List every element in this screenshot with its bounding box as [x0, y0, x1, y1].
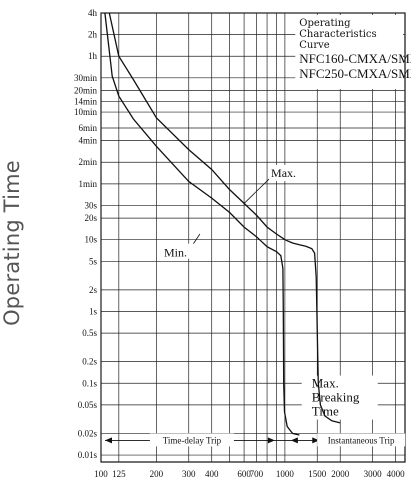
legend-line: Characteristics: [299, 29, 376, 40]
y-tick-label: 10s: [84, 235, 97, 245]
min-curve: [105, 13, 300, 435]
x-tick-label: 3000: [364, 469, 383, 479]
x-tick-label: 400: [205, 469, 219, 479]
y-tick-label: 5s: [89, 256, 98, 266]
y-tick-label: 2min: [78, 157, 97, 167]
x-tick-label: 1000: [276, 469, 295, 479]
y-tick-label: 0.02s: [78, 428, 98, 438]
y-tick-label: 2s: [89, 285, 98, 295]
y-tick-label: 1s: [89, 306, 98, 316]
y-tick-label: 0.2s: [82, 357, 97, 367]
legend-line: NFC160-CMXA/SMXA: [299, 51, 411, 66]
y-tick-label: 0.01s: [78, 450, 98, 460]
instantaneous-trip-label: Instantaneous Trip: [328, 435, 395, 445]
breaking-time-label: Max.: [312, 376, 339, 391]
max-label: Max.: [271, 166, 296, 180]
time-delay-trip-label: Time-delay Trip: [163, 435, 222, 445]
y-tick-label: 4min: [78, 136, 97, 146]
x-tick-label: 200: [150, 469, 164, 479]
y-tick-label: 1min: [78, 179, 97, 189]
legend-line: Operating: [299, 18, 351, 29]
y-tick-label: 0.05s: [78, 400, 98, 410]
y-tick-label: 0.5s: [82, 328, 97, 338]
x-tick-label: 100: [94, 469, 108, 479]
zone-arrowhead: [268, 437, 275, 443]
x-tick-label: 300: [182, 469, 196, 479]
y-tick-label: 10min: [74, 107, 98, 117]
x-tick-label: 125: [112, 469, 126, 479]
y-tick-label: 30s: [84, 200, 97, 210]
x-tick-label: 700: [250, 469, 264, 479]
zone-arrowhead: [291, 437, 298, 443]
y-tick-label: 4h: [88, 8, 98, 18]
y-tick-label: 0.1s: [82, 378, 97, 388]
zone-arrowhead: [105, 437, 112, 443]
y-tick-label: 20s: [84, 213, 97, 223]
legend-line: Curve: [299, 40, 330, 51]
y-tick-label: 30min: [74, 73, 98, 83]
y-tick-label: 2h: [88, 30, 98, 40]
x-tick-label: 2000: [331, 469, 350, 479]
x-tick-label: 1500: [308, 469, 327, 479]
y-tick-label: 20min: [74, 85, 98, 95]
y-tick-label: 14min: [74, 97, 98, 107]
y-tick-label: 1h: [88, 51, 98, 61]
legend-line: NFC250-CMXA/SMXA: [299, 66, 411, 81]
y-tick-label: 6min: [78, 123, 97, 133]
x-tick-label: 4000: [387, 469, 406, 479]
min-label: Min.: [164, 246, 187, 260]
